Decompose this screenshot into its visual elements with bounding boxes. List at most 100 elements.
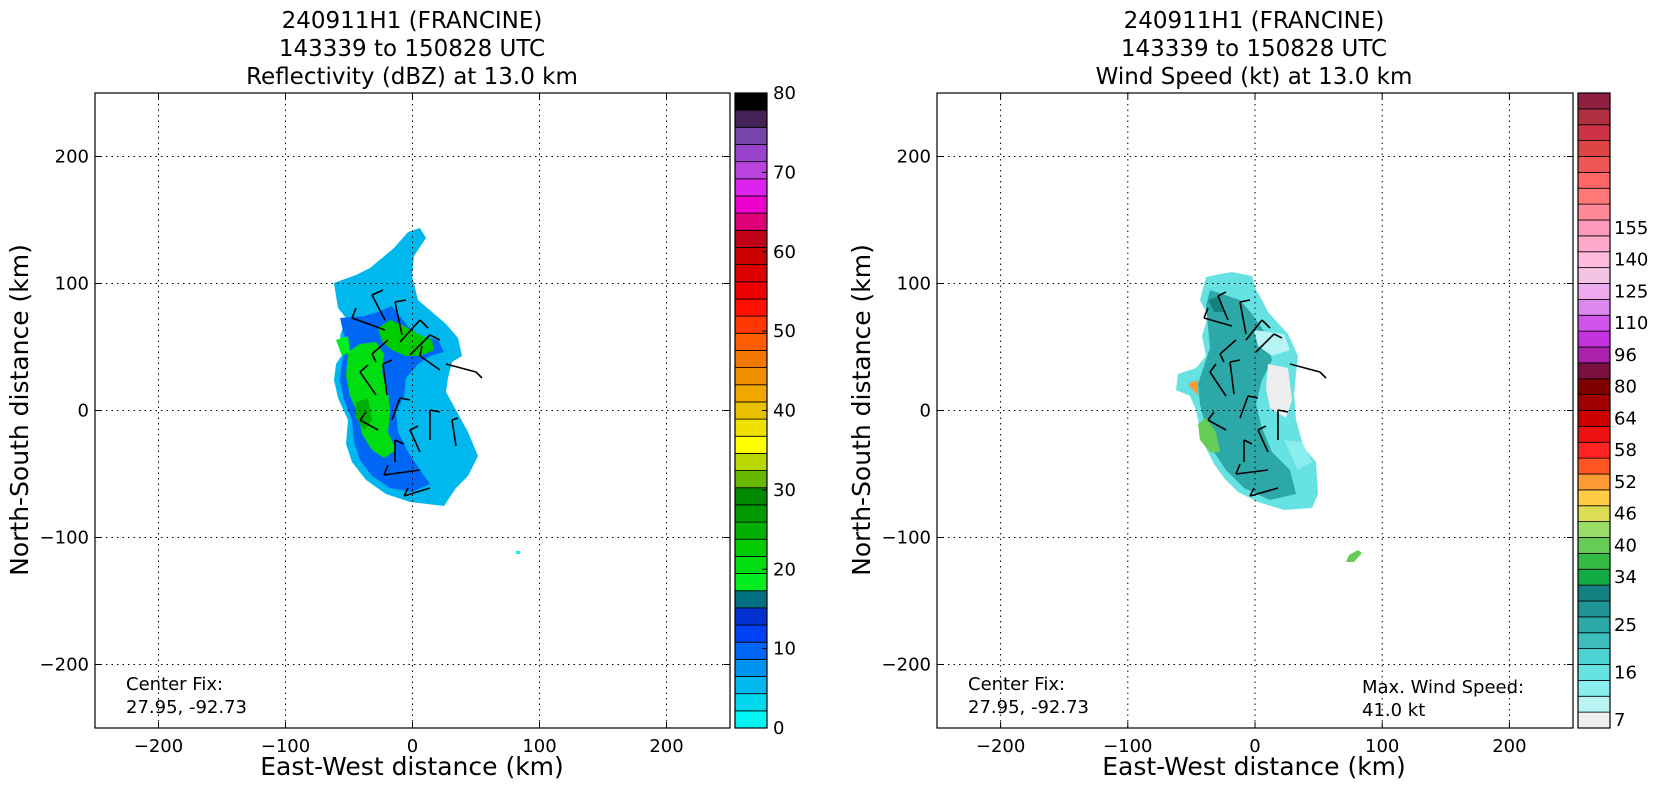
colorbar-segment [734,126,768,145]
colorbar-segment [734,693,768,712]
colorbar-segment [1577,441,1611,459]
colorbar-segment [1577,425,1611,443]
colorbar-tick-label: 7 [1614,710,1625,731]
colorbar-tick-label: 155 [1614,218,1648,239]
y-tick-label: 200 [897,147,931,168]
colorbar-segment [734,281,768,300]
y-tick-label: −100 [40,528,89,549]
colorbar-segment [734,624,768,643]
wind-speed-panel: 240911H1 (FRANCINE) 143339 to 150828 UTC… [847,8,1648,781]
y-tick-label: 0 [78,401,89,422]
colorbar-segment [1577,600,1611,618]
colorbar-segment [1577,711,1611,729]
colorbar-segment [1577,298,1611,316]
y-tick-label: −100 [882,528,931,549]
reflectivity-panel: 240911H1 (FRANCINE) 143339 to 150828 UTC… [5,8,796,781]
x-tick-label: −100 [1103,736,1152,757]
y-tick-label: −200 [40,655,89,676]
center-fix-value: 27.95, -92.73 [968,697,1089,718]
colorbar-segment [1577,378,1611,396]
colorbar-segment [1577,457,1611,475]
colorbar-tick-label: 58 [1614,440,1637,461]
axis-ticks: −200 −100 0 100 200 −200 −100 0 100 200 [40,93,730,757]
colorbar-segment [1577,283,1611,300]
colorbar-segment [1577,568,1611,586]
colorbar-segment [1577,219,1611,237]
wind-barbs [1203,291,1327,497]
center-fix-label: Center Fix: [968,674,1065,695]
x-axis-label: East-West distance (km) [260,752,564,781]
colorbar-segment [734,264,768,283]
colorbar-segment [1577,187,1611,205]
colorbar-segment [734,332,768,351]
colorbar-segment [734,92,768,111]
colorbar-segment [734,418,768,437]
x-axis-label: East-West distance (km) [1102,752,1406,781]
colorbar-segment [734,350,768,368]
colorbar-segment [1577,648,1611,665]
colorbar-segment [1577,267,1611,284]
colorbar-tick-label: 50 [773,321,796,342]
colorbar-segment [1577,171,1611,189]
x-tick-label: 100 [1365,736,1399,757]
colorbar-segment [734,710,768,729]
colorbar-segment [734,658,768,677]
reflectivity-field [334,228,520,554]
colorbar-tick-label: 96 [1614,345,1637,366]
colorbar-segment [734,676,768,695]
colorbar-segment [1577,616,1611,634]
chart-title-line-3: Wind Speed (kt) at 13.0 km [1096,64,1413,90]
colorbar-segment [1577,330,1611,348]
axis-ticks: −200 −100 0 100 200 −200 −100 0 100 200 [882,93,1573,757]
colorbar: 7 16 25 34 40 46 52 58 64 80 96 110 125 140 155 [1577,92,1648,731]
colorbar-tick-label: 52 [1614,472,1637,493]
colorbar-segment [1577,394,1611,411]
colorbar-segment [1577,92,1611,110]
colorbar-segment [1577,584,1611,602]
colorbar-tick-label: 140 [1614,250,1648,271]
gridlines [95,93,730,728]
colorbar-tick-label: 125 [1614,281,1648,302]
x-tick-label: −100 [261,736,310,757]
colorbar-tick-label: 40 [1614,535,1637,556]
max-wind-value: 41.0 kt [1362,700,1425,721]
colorbar-segment [734,247,768,266]
colorbar-segment [734,470,768,489]
wind-barbs [351,289,483,497]
y-axis-label: North-South distance (km) [847,244,876,576]
x-tick-label: −200 [976,736,1025,757]
x-tick-label: 200 [649,736,683,757]
colorbar-tick-label: 80 [773,83,796,104]
colorbar-tick-label: 25 [1614,615,1637,636]
colorbar-segment [1577,695,1611,713]
chart-title-line-1: 240911H1 (FRANCINE) [282,8,543,34]
colorbar-segment [734,453,768,471]
colorbar-segment [1577,489,1611,507]
colorbar-segment [1577,235,1611,253]
colorbar-segment [1577,156,1611,173]
colorbar-tick-label: 64 [1614,408,1637,429]
colorbar-segment [734,607,768,626]
colorbar-segment [734,590,768,609]
colorbar-segment [1577,362,1611,380]
y-tick-label: 0 [920,401,931,422]
colorbar-segment [1577,521,1611,538]
colorbar-segment [1577,505,1611,523]
x-tick-label: 200 [1492,736,1526,757]
max-wind-label: Max. Wind Speed: [1362,677,1524,698]
wind-speed-field [1176,272,1362,562]
y-tick-label: 200 [55,147,89,168]
colorbar-segment [1577,203,1611,221]
colorbar-segment [734,521,768,540]
colorbar-tick-label: 0 [773,718,784,739]
y-tick-label: −200 [882,655,931,676]
x-tick-label: −200 [134,736,183,757]
colorbar-segment [1577,124,1611,142]
colorbar-segment [1577,664,1611,681]
colorbar-tick-label: 34 [1614,567,1637,588]
colorbar-segment [1577,537,1611,554]
colorbar-segment [734,641,768,660]
colorbar-segment [1577,140,1611,157]
colorbar-tick-label: 20 [773,559,796,580]
